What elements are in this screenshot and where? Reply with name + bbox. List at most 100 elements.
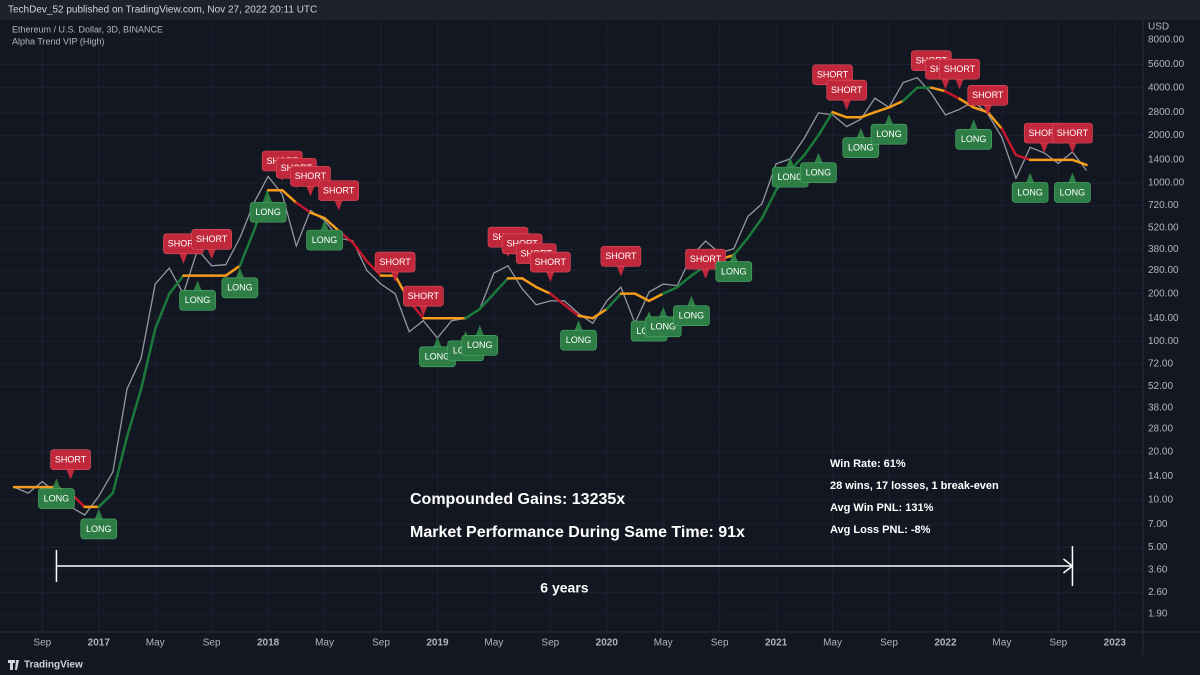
signal: LONG: [249, 192, 287, 223]
signal: LONG: [38, 478, 75, 509]
trend-segment: [958, 97, 975, 109]
signal-label: SHORT: [831, 85, 863, 95]
y-tick-label: 7.00: [1148, 519, 1168, 530]
signal-label: SHORT: [690, 254, 722, 264]
y-tick-label: 200.00: [1148, 288, 1179, 299]
signal: LONG: [644, 306, 682, 338]
trend-segment: [930, 86, 947, 93]
trend-segment: [549, 292, 566, 307]
signal-box: [191, 229, 232, 250]
stat: Win Rate: 61%: [830, 458, 906, 470]
signal-label: LONG: [227, 283, 253, 293]
trend-segment: [944, 89, 961, 101]
signal-label: LONG: [425, 352, 451, 362]
y-tick-label: 5600.00: [1148, 59, 1185, 70]
signal-label: LONG: [1017, 187, 1043, 197]
annotation: Compounded Gains: 13235x: [410, 491, 625, 508]
signal-pointer: [729, 251, 738, 262]
signal: LONG: [842, 127, 880, 159]
trend-segment: [887, 99, 905, 109]
signal: LONG: [715, 251, 753, 282]
signal: LONG: [80, 508, 118, 540]
signal-pointer: [179, 253, 188, 264]
x-tick-label: 2019: [426, 638, 449, 649]
y-tick-label: 10.00: [1148, 494, 1173, 505]
trend-segment: [901, 86, 919, 103]
trend-segment: [323, 216, 340, 232]
trend-segment: [873, 106, 891, 114]
y-tick-label: 38.00: [1148, 403, 1173, 414]
signal: SHORT: [374, 251, 416, 283]
x-tick-label: Sep: [372, 638, 390, 649]
signal-label: LONG: [848, 143, 874, 153]
trend-segment: [661, 285, 679, 295]
stat: Avg Win PNL: 131%: [830, 502, 934, 514]
span-arrowhead: [1062, 558, 1074, 574]
signal-label: LONG: [566, 335, 592, 345]
trend-segment: [295, 201, 312, 214]
trend-segment: [817, 110, 834, 137]
trend-segment: [97, 491, 115, 509]
y-tick-label: 520.00: [1148, 223, 1179, 234]
footer: TradingView: [0, 655, 1200, 675]
signal-label: LONG: [185, 295, 211, 305]
stat: Avg Loss PNL: -8%: [830, 524, 931, 536]
plot-area: LONGSHORTLONGSHORTLONGSHORTLONGLONGSHORT…: [0, 20, 1143, 632]
trend-segment: [492, 277, 510, 295]
x-tick-label: 2021: [765, 638, 788, 649]
trend-segment: [168, 274, 185, 295]
signal-box: [530, 251, 571, 273]
y-tick-label: 2.60: [1148, 587, 1168, 598]
signal-box: [403, 285, 444, 307]
y-tick-label: 20.00: [1148, 447, 1173, 458]
signal-pointer: [334, 200, 343, 211]
y-tick-label: 28.00: [1148, 424, 1173, 435]
trend-segment: [534, 285, 552, 295]
signal-label: SHORT: [1057, 128, 1089, 138]
trend-segment: [351, 241, 369, 263]
signal-pointer: [546, 272, 555, 283]
y-tick-label: 720.00: [1148, 200, 1179, 211]
trend-segment: [831, 110, 848, 119]
signal-label: LONG: [1060, 187, 1086, 197]
signal-label: SHORT: [535, 257, 567, 267]
signal: SHORT: [1052, 122, 1093, 154]
signal-pointer: [701, 269, 710, 280]
signal-pointer: [856, 127, 865, 138]
signal-box: [80, 518, 118, 540]
signal: SHORT: [191, 229, 232, 260]
signal-label: SHORT: [323, 185, 355, 195]
signal: LONG: [560, 320, 597, 351]
chart-title: Ethereum / U.S. Dollar, 3D, BINANCE: [12, 24, 163, 34]
trend-segment: [464, 307, 482, 320]
trend-segment: [238, 229, 256, 268]
trend-segment: [859, 110, 877, 119]
signal: LONG: [673, 295, 710, 326]
signal-box: [826, 79, 867, 101]
signal-label: SHORT: [408, 291, 440, 301]
trend-segment: [478, 292, 496, 311]
signal-pointer: [94, 508, 103, 519]
y-tick-label: 2800.00: [1148, 107, 1185, 118]
signal-box: [870, 123, 908, 145]
price-line: [13, 76, 1088, 516]
signal: SHORT: [600, 246, 642, 277]
signal-label: LONG: [467, 340, 493, 350]
x-tick-label: Sep: [1049, 638, 1067, 649]
trend-segment: [732, 236, 750, 257]
signal: LONG: [306, 220, 343, 251]
signal-label: SHORT: [168, 239, 200, 249]
y-tick-label: 5.00: [1148, 542, 1168, 553]
signal: LONG: [771, 157, 809, 188]
signal-box: [842, 137, 880, 159]
footer-brand[interactable]: TradingView: [24, 660, 83, 671]
signal-pointer: [391, 272, 400, 283]
trend-segment: [746, 216, 764, 240]
x-tick-label: May: [992, 638, 1011, 649]
y-tick-label: 1400.00: [1148, 154, 1185, 165]
signal-box: [38, 488, 75, 509]
y-tick-label: 1000.00: [1148, 178, 1185, 189]
trend-segment: [986, 110, 1004, 131]
signal-pointer: [207, 249, 216, 260]
